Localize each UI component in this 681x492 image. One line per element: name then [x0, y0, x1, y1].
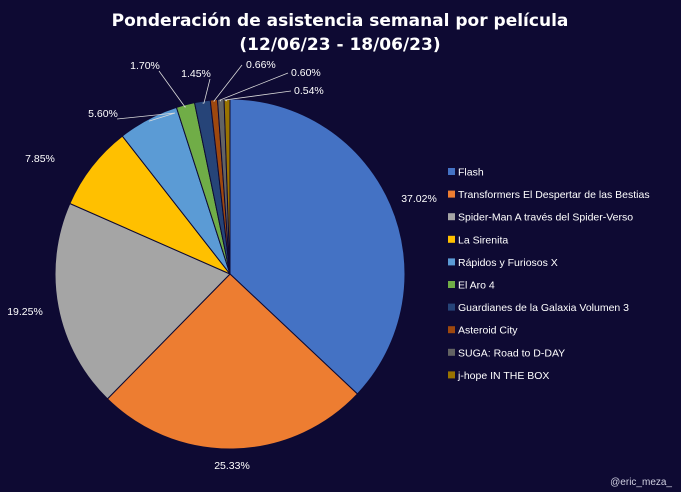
chart-subtitle: (12/06/23 - 18/06/23): [239, 35, 440, 55]
legend-swatch-3: [448, 213, 455, 221]
legend-label-3: Spider-Man A través del Spider-Verso: [458, 212, 633, 224]
pie-slice-2: [106, 273, 359, 450]
pie-slices: [54, 98, 406, 450]
leader-line-8: [213, 64, 243, 102]
data-label-10: 0.54%: [294, 85, 324, 97]
pie-slice-3: [54, 202, 231, 400]
leader-lines: [116, 64, 292, 122]
data-label-6: 1.70%: [130, 60, 160, 72]
data-label-3: 19.25%: [7, 306, 43, 318]
legend-label-10: j-hope IN THE BOX: [457, 370, 549, 382]
data-label-4: 7.85%: [25, 153, 55, 165]
leader-line-6: [158, 70, 187, 108]
legend-label-6: El Aro 4: [458, 280, 495, 292]
data-label-8: 0.66%: [246, 59, 276, 71]
data-label-5: 5.60%: [88, 108, 118, 120]
leader-line-10: [223, 90, 292, 102]
data-label-1: 37.02%: [401, 193, 437, 205]
legend-label-5: Rápidos y Furiosos X: [458, 257, 558, 269]
legend-swatch-5: [448, 258, 455, 266]
legend-swatch-7: [448, 303, 455, 311]
legend-label-1: Flash: [458, 167, 484, 179]
legend: Flash Transformers El Despertar de las Be…: [448, 167, 650, 382]
legend-swatch-9: [448, 348, 455, 356]
legend-swatch-4: [448, 235, 455, 243]
legend-swatch-10: [448, 371, 455, 379]
data-labels: 37.02% 25.33% 19.25% 7.85% 5.60% 1.70% 1.45% 0.…: [7, 59, 437, 472]
legend-swatch-2: [448, 190, 455, 198]
legend-swatch-8: [448, 326, 455, 334]
chart-title: Ponderación de asistencia semanal por pe…: [112, 11, 569, 31]
watermark-text: @eric_meza_: [610, 477, 672, 488]
leader-line-5: [116, 112, 176, 122]
pie-slice-1: [229, 98, 406, 395]
leader-line-9: [219, 72, 289, 102]
legend-swatch-6: [448, 281, 455, 288]
legend-label-9: SUGA: Road to D-DAY: [458, 347, 565, 359]
data-label-7: 1.45%: [181, 68, 211, 80]
leader-line-7: [202, 78, 211, 104]
data-label-9: 0.60%: [291, 67, 321, 79]
legend-label-7: Guardianes de la Galaxia Volumen 3: [458, 302, 629, 314]
legend-label-4: La Sirenita: [458, 234, 508, 246]
data-label-2: 25.33%: [214, 460, 250, 472]
legend-label-8: Asteroid City: [458, 325, 518, 337]
legend-swatch-1: [448, 168, 455, 175]
legend-label-2: Transformers El Despertar de las Bestias: [458, 189, 650, 201]
